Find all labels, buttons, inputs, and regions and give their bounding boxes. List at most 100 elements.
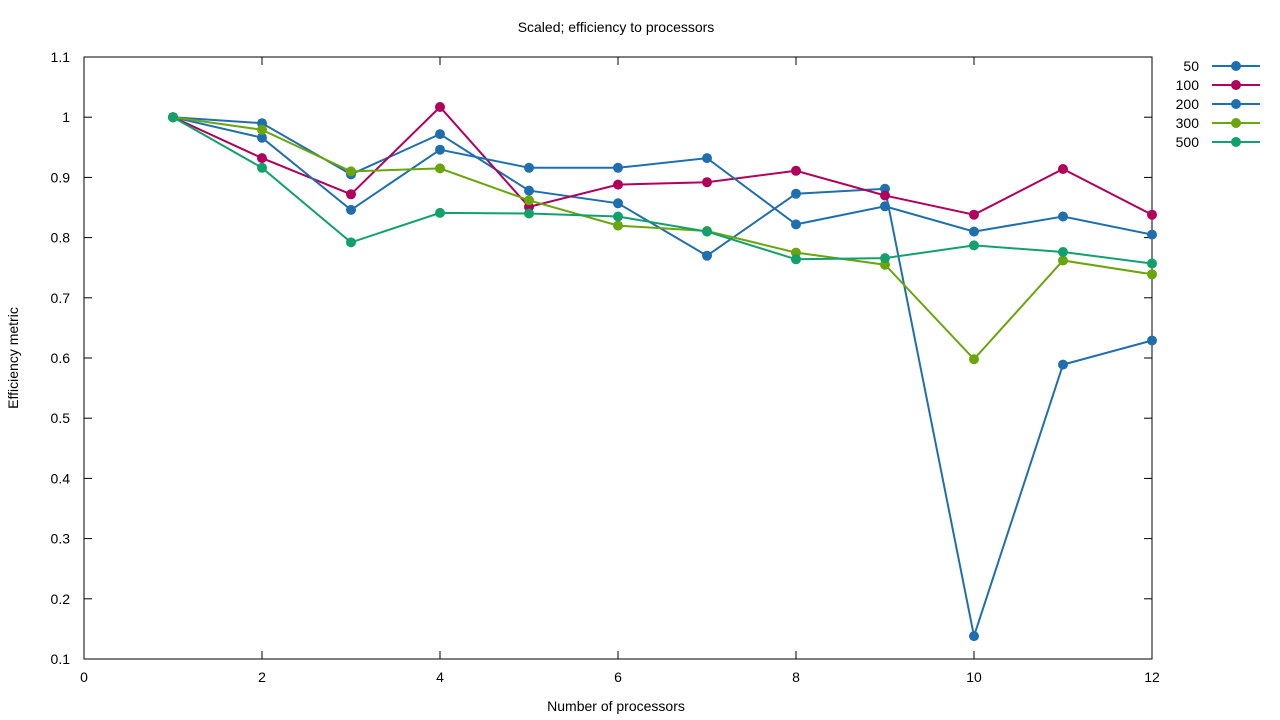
y-tick-label: 0.1 [51, 651, 71, 667]
legend-swatch-marker [1231, 137, 1241, 147]
data-point [435, 144, 445, 155]
x-tick-label: 4 [436, 669, 444, 685]
series-line [172, 116, 1153, 361]
series-line [172, 105, 1153, 216]
plot-frame [83, 56, 1153, 660]
series-line [172, 116, 1153, 236]
data-point [1058, 164, 1068, 174]
x-tick-label: 0 [80, 669, 88, 685]
data-point [880, 190, 890, 201]
data-point [1147, 269, 1157, 280]
data-point [613, 162, 623, 173]
data-point [524, 195, 534, 206]
series-line [172, 116, 1153, 641]
data-point [791, 188, 801, 199]
data-point [880, 201, 890, 212]
series-100 [168, 102, 1157, 220]
data-point [613, 198, 623, 209]
x-tick-label: 8 [792, 669, 800, 685]
x-axis-label: Number of processors [547, 698, 685, 714]
data-point [880, 253, 890, 264]
data-point [969, 226, 979, 237]
chart-title: Scaled; efficiency to processors [518, 19, 715, 35]
data-point [791, 254, 801, 265]
data-point [969, 209, 979, 220]
data-point [346, 204, 356, 215]
data-point [702, 153, 712, 164]
legend-label: 200 [1176, 96, 1200, 112]
data-point [702, 177, 712, 188]
y-tick-label: 0.2 [51, 591, 71, 607]
data-point [969, 240, 979, 251]
data-point [257, 132, 267, 143]
legend-label: 500 [1176, 134, 1200, 150]
legend-entry-100: 100 [1176, 77, 1260, 93]
y-tick-label: 0.9 [51, 169, 71, 185]
legend-label: 300 [1176, 115, 1200, 131]
x-tick-label: 2 [258, 669, 266, 685]
y-tick-label: 0.6 [51, 350, 71, 366]
series-200 [168, 112, 1157, 240]
data-point [613, 211, 623, 222]
data-point [969, 631, 979, 642]
series-layer [168, 102, 1157, 642]
legend-entry-200: 200 [1176, 96, 1260, 112]
data-point [346, 166, 356, 177]
data-point [257, 162, 267, 173]
data-point [1147, 209, 1157, 220]
data-point [1058, 211, 1068, 222]
data-point [702, 226, 712, 237]
data-point [435, 129, 445, 140]
legend-entry-300: 300 [1176, 115, 1260, 131]
data-point [969, 354, 979, 365]
x-tick-label: 6 [614, 669, 622, 685]
y-tick-label: 0.3 [51, 531, 71, 547]
data-point [1058, 247, 1068, 257]
y-axis-label: Efficiency metric [5, 307, 21, 409]
data-point [613, 220, 623, 231]
y-tick-label: 0.8 [51, 230, 71, 246]
x-tick-label: 10 [966, 669, 982, 685]
ticks-layer: 0 2 4 6 8 10 12 0.1 0.2 0.3 0.4 0.5 0.6 0.7 0.8 0.9 1 1.1 [51, 49, 1160, 685]
y-tick-label: 1 [62, 109, 70, 125]
legend-label: 50 [1183, 58, 1199, 74]
data-point [613, 179, 623, 190]
data-point [524, 162, 534, 173]
data-point [168, 112, 178, 123]
data-point [435, 102, 445, 112]
data-point [1147, 229, 1157, 240]
legend-swatch-marker [1231, 99, 1241, 109]
data-point [435, 163, 445, 174]
legend-entry-50: 50 [1183, 58, 1260, 74]
data-point [1147, 335, 1157, 346]
legend-entry-500: 500 [1176, 134, 1260, 150]
data-point [524, 208, 534, 219]
data-point [524, 185, 534, 196]
data-point [791, 165, 801, 176]
series-line [172, 116, 1153, 265]
data-point [257, 124, 267, 135]
y-tick-label: 0.5 [51, 410, 71, 426]
data-point [257, 153, 267, 164]
series-50 [168, 112, 1157, 642]
data-point [1058, 359, 1068, 370]
data-point [346, 237, 356, 248]
legend-swatch-marker [1231, 80, 1241, 90]
y-tick-label: 0.7 [51, 290, 71, 306]
data-point [1058, 255, 1068, 266]
x-tick-label: 12 [1144, 669, 1160, 685]
legend-label: 100 [1176, 77, 1200, 93]
data-point [702, 250, 712, 261]
data-point [346, 189, 356, 200]
legend-swatch-marker [1231, 118, 1241, 128]
series-500 [168, 112, 1157, 269]
legend-swatch-marker [1231, 61, 1241, 71]
y-tick-label: 1.1 [51, 49, 71, 65]
data-point [1147, 258, 1157, 269]
series-300 [168, 112, 1157, 365]
data-point [791, 219, 801, 230]
y-tick-label: 0.4 [51, 470, 71, 486]
data-point [435, 207, 445, 218]
